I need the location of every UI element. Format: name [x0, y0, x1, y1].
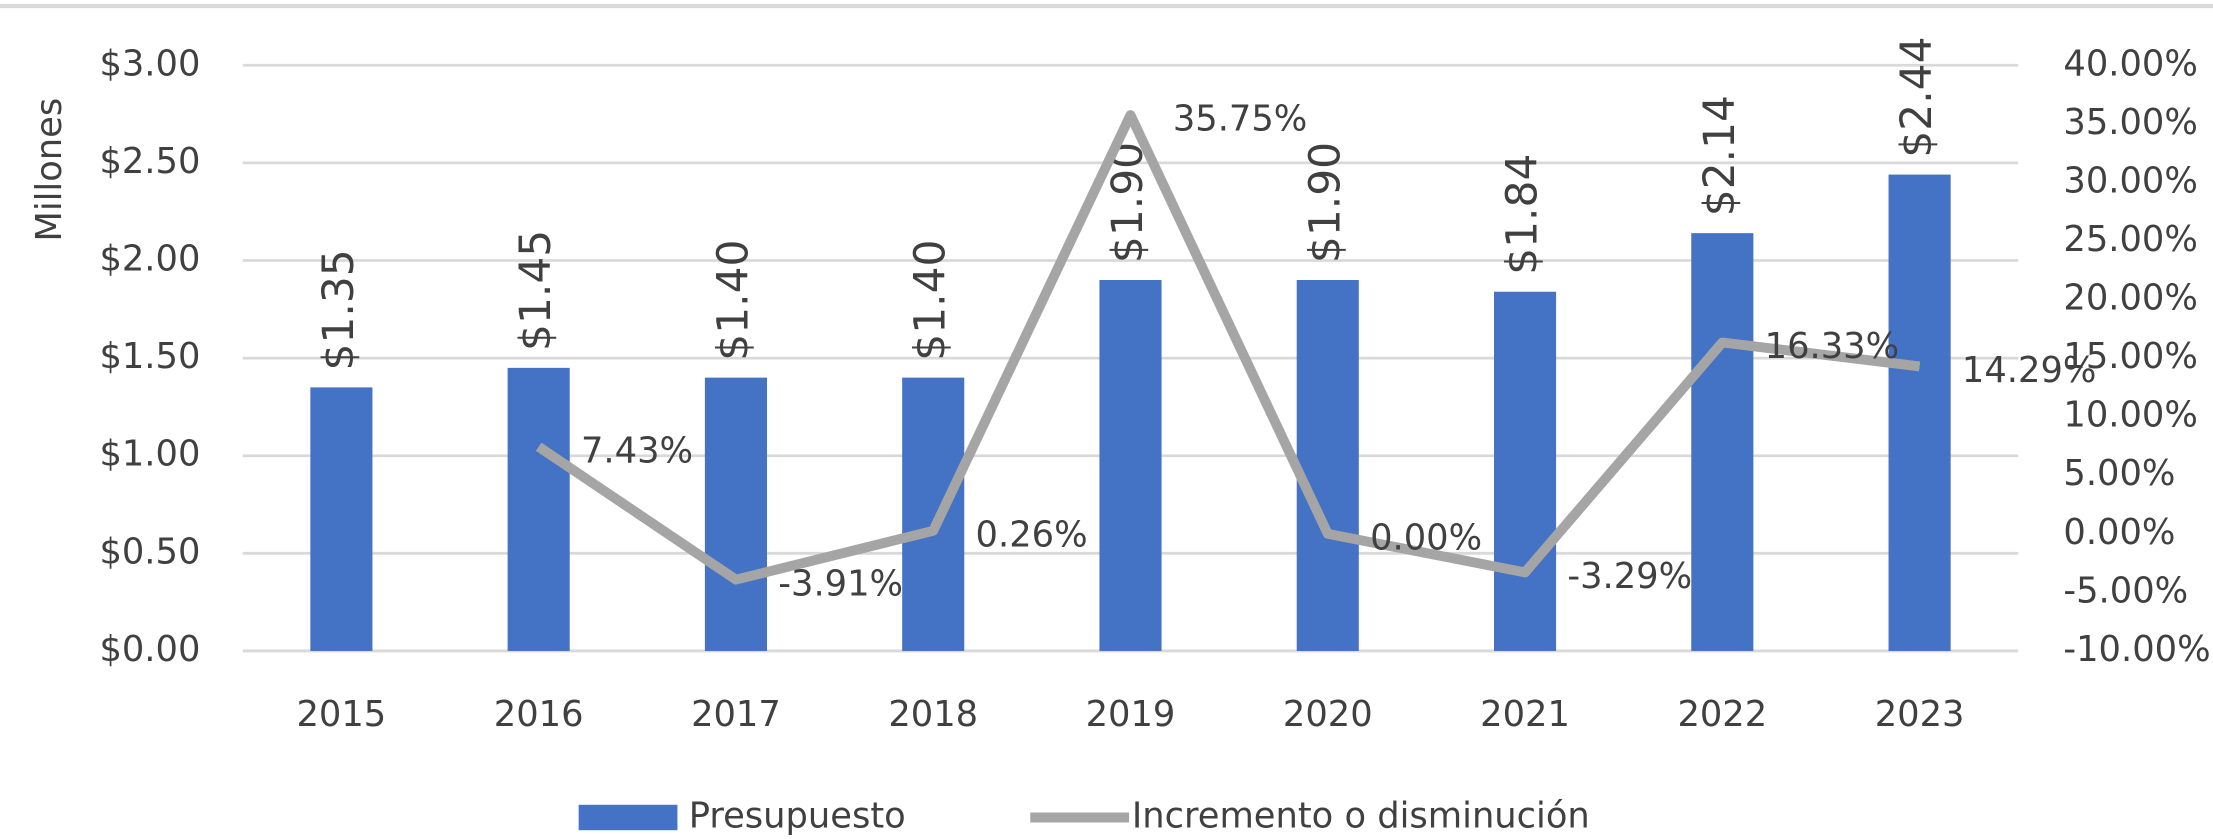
bar-value-label: $1.45 [511, 230, 560, 351]
y2-tick-label: 20.00% [2063, 278, 2197, 319]
bar-value-label: $1.84 [1498, 154, 1547, 275]
bar [507, 367, 570, 651]
x-tick-label: 2015 [297, 694, 387, 735]
y-tick-label: $3.00 [99, 43, 200, 84]
y2-tick-label: -10.00% [2063, 629, 2210, 670]
bar-value-label: $1.35 [314, 249, 363, 370]
y2-tick-label: 10.00% [2063, 395, 2197, 436]
y-tick-label: $1.00 [99, 434, 200, 475]
x-tick-label: 2022 [1677, 694, 1767, 735]
y2-tick-label: 5.00% [2063, 453, 2175, 494]
x-tick-label: 2019 [1086, 694, 1176, 735]
bar [1888, 174, 1951, 651]
bar-value-label: $1.90 [1300, 142, 1349, 263]
y-tick-label: $0.00 [99, 629, 200, 670]
y2-tick-label: 35.00% [2063, 102, 2197, 143]
x-tick-label: 2016 [494, 694, 584, 735]
line-value-label: 14.29% [1962, 350, 2096, 391]
y2-tick-label: 30.00% [2063, 160, 2197, 201]
bar [310, 387, 373, 651]
bar-value-label: $2.44 [1892, 36, 1941, 157]
line [535, 110, 1921, 585]
line-value-label: -3.91% [778, 563, 903, 604]
bar [1099, 280, 1162, 651]
bar [1296, 280, 1359, 651]
y2-tick-label: 25.00% [2063, 219, 2197, 260]
line-value-label: 16.33% [1765, 326, 1899, 367]
legend-label: Presupuesto [689, 796, 906, 837]
y-tick-label: $0.50 [99, 531, 200, 572]
x-tick-label: 2020 [1283, 694, 1373, 735]
bar [1493, 291, 1557, 651]
x-tick-label: 2021 [1480, 694, 1570, 735]
bar-value-label: $1.40 [708, 240, 757, 361]
bar [1691, 233, 1754, 651]
line-value-label: 0.00% [1370, 517, 1482, 558]
line-value-label: -3.29% [1567, 556, 1692, 597]
bar-value-label: $2.14 [1695, 95, 1744, 216]
line-value-label: 0.26% [976, 514, 1088, 555]
y2-tick-label: 15.00% [2063, 336, 2197, 377]
bar-value-label: $1.40 [906, 240, 955, 361]
y2-tick-label: 0.00% [2063, 512, 2175, 553]
line-value-label: 35.75% [1173, 99, 1307, 140]
y-tick-label: $2.50 [99, 141, 200, 182]
y-axis-title: Millones [29, 98, 70, 242]
bar [704, 377, 767, 651]
y2-tick-label: 40.00% [2063, 43, 2197, 84]
y-tick-label: $1.50 [99, 336, 200, 377]
x-tick-label: 2018 [888, 694, 978, 735]
bar [902, 377, 965, 651]
x-tick-label: 2023 [1875, 694, 1965, 735]
legend-label: Incremento o disminución [1132, 796, 1590, 837]
legend-swatch [578, 804, 678, 831]
line-value-label: 7.43% [581, 430, 693, 471]
x-tick-label: 2017 [691, 694, 781, 735]
y2-tick-label: -5.00% [2063, 570, 2188, 611]
y-tick-label: $2.00 [99, 238, 200, 279]
